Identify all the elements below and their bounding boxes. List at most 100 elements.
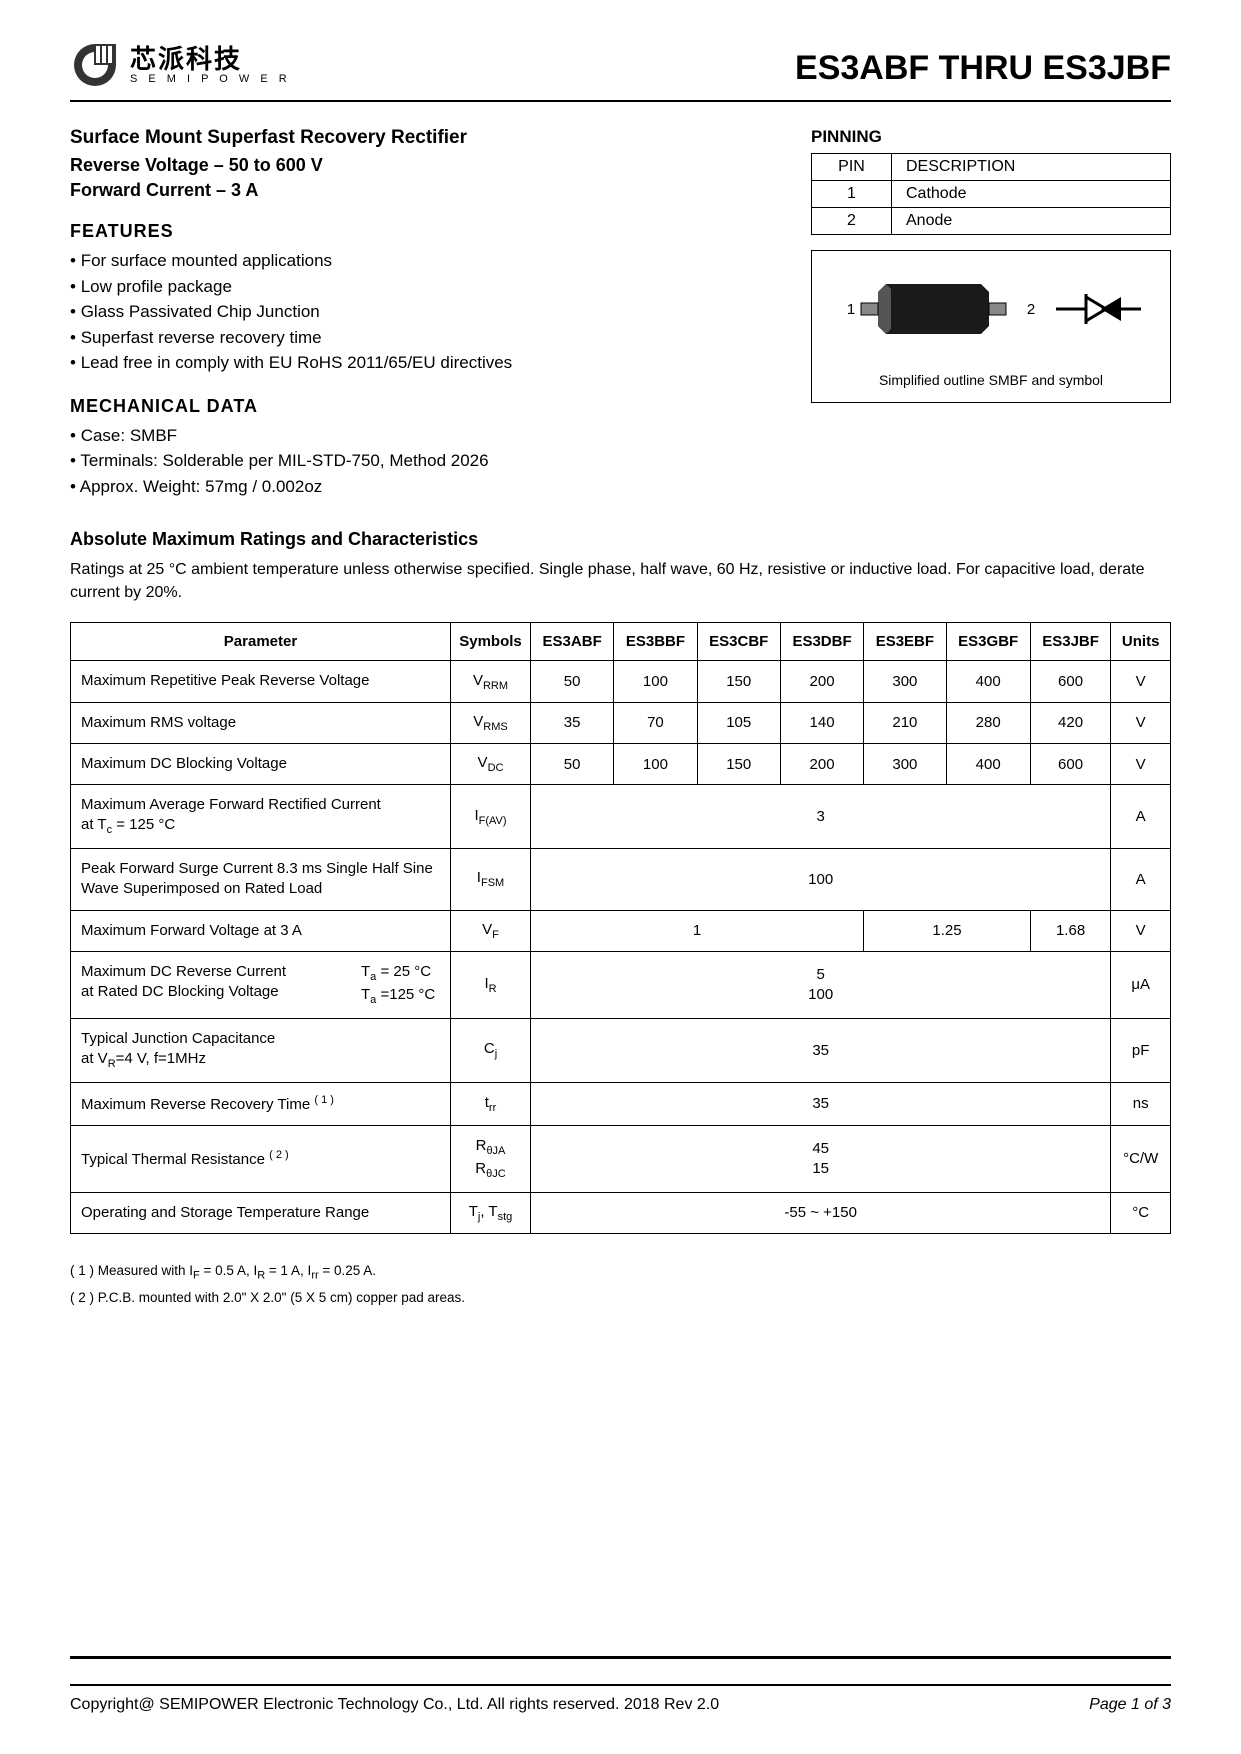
unit-cell: pF (1111, 1018, 1171, 1082)
ratings-table: Parameter Symbols ES3ABF ES3BBF ES3CBF E… (70, 622, 1171, 1234)
table-row: Maximum Reverse Recovery Time ( 1 ) trr … (71, 1082, 1171, 1125)
value-cell: 35 (531, 702, 614, 743)
symbol-cell: IF(AV) (451, 785, 531, 849)
value-cell: 5100 (531, 951, 1111, 1018)
param-cell: Peak Forward Surge Current 8.3 ms Single… (71, 849, 451, 911)
symbol-cell: IFSM (451, 849, 531, 911)
pin-number: 1 (812, 181, 892, 208)
value-cell: 50 (531, 743, 614, 784)
value-cell: 150 (697, 661, 780, 702)
param-cell: Maximum DC Blocking Voltage (71, 743, 451, 784)
param-cell: Maximum RMS voltage (71, 702, 451, 743)
col-part: ES3EBF (864, 623, 946, 661)
table-row: Maximum Average Forward Rectified Curren… (71, 785, 1171, 849)
ratings-note: Ratings at 25 °C ambient temperature unl… (70, 558, 1171, 604)
pinning-table: PIN DESCRIPTION 1 Cathode 2 Anode (811, 153, 1171, 235)
pin-number: 2 (812, 208, 892, 235)
value-cell: 400 (946, 661, 1030, 702)
features-list: For surface mounted applications Low pro… (70, 248, 771, 376)
value-cell: 600 (1030, 743, 1111, 784)
param-cell: Maximum Average Forward Rectified Curren… (71, 785, 451, 849)
value-cell: 280 (946, 702, 1030, 743)
symbol-cell: IR (451, 951, 531, 1018)
unit-cell: °C/W (1111, 1126, 1171, 1193)
param-cell: Typical Thermal Resistance ( 2 ) (71, 1126, 451, 1193)
value-cell: 3 (531, 785, 1111, 849)
unit-cell: V (1111, 661, 1171, 702)
symbol-cell: trr (451, 1082, 531, 1125)
col-units: Units (1111, 623, 1171, 661)
unit-cell: V (1111, 702, 1171, 743)
value-cell: 300 (864, 743, 946, 784)
table-row: Operating and Storage Temperature Range … (71, 1192, 1171, 1233)
table-row: Maximum RMS voltage VRMS 35 70 105 140 2… (71, 702, 1171, 743)
feature-item: For surface mounted applications (70, 248, 771, 274)
table-row: 2 Anode (812, 208, 1171, 235)
col-part: ES3ABF (531, 623, 614, 661)
unit-cell: μA (1111, 951, 1171, 1018)
footnote-1: ( 1 ) Measured with IF = 0.5 A, IR = 1 A… (70, 1259, 1171, 1286)
symbol-cell: VRMS (451, 702, 531, 743)
unit-cell: ns (1111, 1082, 1171, 1125)
table-row: Typical Thermal Resistance ( 2 ) RθJA Rθ… (71, 1126, 1171, 1193)
part-number-title: ES3ABF THRU ES3JBF (795, 49, 1171, 90)
unit-cell: °C (1111, 1192, 1171, 1233)
features-heading: FEATURES (70, 221, 771, 242)
value-cell: 35 (531, 1082, 1111, 1125)
param-cell: Maximum DC Reverse Current at Rated DC B… (71, 951, 451, 1018)
mechanical-heading: MECHANICAL DATA (70, 396, 771, 417)
value-cell: 210 (864, 702, 946, 743)
value-cell: 100 (614, 743, 697, 784)
diagram-caption: Simplified outline SMBF and symbol (824, 372, 1158, 388)
package-diagram: 1 2 Simplified outline SMBF and symbol (811, 250, 1171, 403)
unit-cell: A (1111, 849, 1171, 911)
col-part: ES3BBF (614, 623, 697, 661)
feature-item: Low profile package (70, 274, 771, 300)
value-cell: 300 (864, 661, 946, 702)
value-cell: 4515 (531, 1126, 1111, 1193)
value-cell: 1.68 (1030, 910, 1111, 951)
value-cell: 400 (946, 743, 1030, 784)
mechanical-list: Case: SMBF Terminals: Solderable per MIL… (70, 423, 771, 500)
mech-item: Case: SMBF (70, 423, 771, 449)
table-row: Maximum DC Reverse Current at Rated DC B… (71, 951, 1171, 1018)
value-cell: 100 (531, 849, 1111, 911)
unit-cell: V (1111, 910, 1171, 951)
table-row: Peak Forward Surge Current 8.3 ms Single… (71, 849, 1171, 911)
value-cell: 600 (1030, 661, 1111, 702)
value-cell: 200 (780, 743, 863, 784)
param-cell: Maximum Repetitive Peak Reverse Voltage (71, 661, 451, 702)
table-header-row: Parameter Symbols ES3ABF ES3BBF ES3CBF E… (71, 623, 1171, 661)
value-cell: 50 (531, 661, 614, 702)
value-cell: 200 (780, 661, 863, 702)
col-part: ES3CBF (697, 623, 780, 661)
value-cell: 150 (697, 743, 780, 784)
value-cell: 100 (614, 661, 697, 702)
col-parameter: Parameter (71, 623, 451, 661)
footer-divider (70, 1656, 1171, 1659)
table-row: Maximum Repetitive Peak Reverse Voltage … (71, 661, 1171, 702)
symbol-cell: VRRM (451, 661, 531, 702)
table-row: 1 Cathode (812, 181, 1171, 208)
smbf-symbol-diagram: 1 2 (831, 269, 1151, 349)
param-cell: Maximum Reverse Recovery Time ( 1 ) (71, 1082, 451, 1125)
product-subtitle: Surface Mount Superfast Recovery Rectifi… (70, 127, 771, 149)
pin-label-1: 1 (847, 301, 855, 318)
value-cell: 105 (697, 702, 780, 743)
value-cell: 70 (614, 702, 697, 743)
param-cell: Operating and Storage Temperature Range (71, 1192, 451, 1233)
feature-item: Glass Passivated Chip Junction (70, 299, 771, 325)
pin-col-header: PIN (812, 154, 892, 181)
col-part: ES3JBF (1030, 623, 1111, 661)
logo-text-en: S E M I P O W E R (130, 74, 291, 85)
param-cell: Maximum Forward Voltage at 3 A (71, 910, 451, 951)
footnote-2: ( 2 ) P.C.B. mounted with 2.0" X 2.0" (5… (70, 1286, 1171, 1310)
col-part: ES3GBF (946, 623, 1030, 661)
logo-icon (70, 40, 120, 90)
table-row: Maximum Forward Voltage at 3 A VF 1 1.25… (71, 910, 1171, 951)
table-row: Maximum DC Blocking Voltage VDC 50 100 1… (71, 743, 1171, 784)
col-symbols: Symbols (451, 623, 531, 661)
logo-text-cn: 芯派科技 (130, 46, 291, 72)
col-part: ES3DBF (780, 623, 863, 661)
value-cell: 1 (531, 910, 864, 951)
